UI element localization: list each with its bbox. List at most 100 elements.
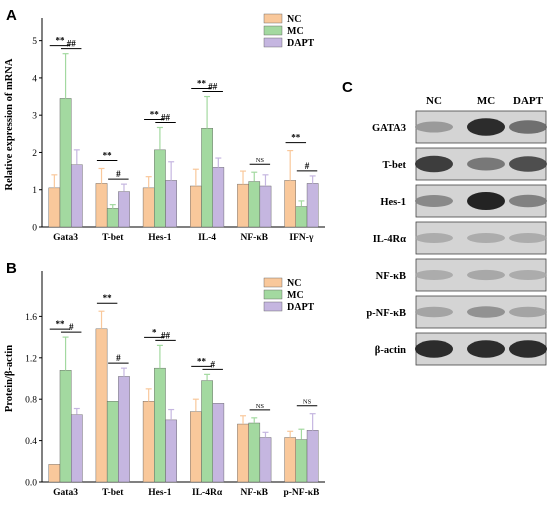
- legend-label-dapt: DAPT: [287, 302, 315, 313]
- blot-row-label: p-NF-κB: [366, 308, 406, 319]
- bar-dapt: [259, 185, 272, 228]
- y-tick-label: 1.2: [25, 354, 37, 364]
- bar-nc: [142, 401, 155, 483]
- blot-band: [415, 270, 453, 280]
- x-tick-label: NF-κB: [241, 233, 269, 243]
- bar-mc: [295, 439, 308, 483]
- legend-swatch-nc: [263, 277, 283, 288]
- blot-band: [415, 340, 453, 358]
- blot-band: [415, 233, 453, 243]
- bar-mc: [201, 128, 213, 228]
- blot-row-label: GATA3: [372, 123, 406, 134]
- y-tick-label: 0.8: [25, 396, 37, 406]
- chart-a-mrna-expression: 0 1 2 3 4 5 Relative expression of mRNA Gata3 **…: [4, 13, 325, 243]
- significance-mc-dapt: ##: [67, 39, 77, 49]
- blot-band: [509, 120, 547, 134]
- legend-label-mc: MC: [287, 26, 304, 37]
- y-tick-label: 1.6: [25, 313, 37, 323]
- x-tick-label: T-bet: [102, 233, 124, 243]
- significance-mc-dapt: ##: [208, 82, 218, 92]
- significance-mc-dapt: #: [116, 353, 121, 363]
- y-tick-label: 1: [32, 186, 37, 196]
- blot-band: [467, 269, 505, 281]
- significance-nc-mc: **: [197, 79, 207, 89]
- legend-swatch-dapt: [263, 301, 283, 312]
- blot-column-label-dapt: DAPT: [513, 95, 544, 107]
- blot-band: [467, 192, 505, 210]
- blot-band: [509, 156, 547, 172]
- bar-mc: [201, 380, 213, 483]
- blot-band: [415, 195, 453, 207]
- bar-nc: [237, 183, 249, 228]
- legend-label-dapt: DAPT: [287, 38, 315, 49]
- panel-letter-b: B: [6, 260, 17, 277]
- y-tick-label: 0.0: [25, 479, 37, 489]
- legend-label-nc: NC: [287, 14, 301, 25]
- bar-nc: [237, 423, 249, 483]
- significance-nc-mc: *: [152, 327, 157, 337]
- bar-dapt: [306, 183, 319, 228]
- blot-column-label-mc: MC: [477, 95, 495, 107]
- y-tick-label: 2: [32, 149, 37, 159]
- bar-nc: [190, 411, 202, 483]
- blot-band: [509, 306, 547, 318]
- blot-row-label: β-actin: [375, 345, 406, 356]
- x-tick-label: T-bet: [102, 488, 124, 498]
- significance-nc-mc: **: [197, 356, 207, 366]
- x-tick-label: Gata3: [53, 233, 78, 243]
- western-blot-panel: NC MC DAPT GATA3 T-bet Hes-1 IL-4Rα NF-κB p-NF-κ…: [366, 95, 547, 366]
- blot-band: [509, 194, 547, 208]
- bar-nc: [48, 464, 61, 483]
- bar-mc: [106, 208, 119, 228]
- bar-nc: [284, 437, 297, 483]
- x-tick-label: IL-4Rα: [192, 488, 223, 498]
- significance-mc-dapt: #: [305, 161, 310, 171]
- legend-swatch-mc: [263, 289, 283, 300]
- blot-band: [467, 306, 505, 318]
- x-tick-label: Gata3: [53, 488, 78, 498]
- significance-nc-mc: **: [55, 319, 65, 329]
- bar-nc: [284, 180, 297, 228]
- blot-row-label: T-bet: [382, 160, 406, 171]
- legend-label-mc: MC: [287, 290, 304, 301]
- x-tick-label: Hes-1: [148, 488, 171, 498]
- x-tick-label: IL-4: [198, 233, 216, 243]
- legend-swatch-mc: [263, 25, 283, 36]
- significance-nc-mc: **: [103, 293, 113, 303]
- significance-mc-dapt: #: [69, 322, 74, 332]
- bar-mc: [154, 149, 166, 228]
- bar-nc: [48, 187, 61, 228]
- bar-mc: [106, 401, 119, 483]
- blot-row-label: IL-4Rα: [373, 234, 406, 245]
- bar-dapt: [259, 437, 272, 483]
- bar-mc: [295, 206, 308, 228]
- significance-mc-dapt: NS: [256, 403, 265, 410]
- blot-band: [415, 306, 453, 318]
- bar-mc: [59, 370, 72, 483]
- significance-nc-mc: **: [55, 36, 65, 46]
- blot-band: [509, 270, 547, 280]
- bar-mc: [59, 98, 72, 228]
- blot-band: [415, 155, 453, 173]
- bar-dapt: [306, 430, 319, 483]
- y-tick-label: 3: [32, 112, 37, 122]
- blot-column-label-nc: NC: [426, 95, 442, 107]
- bar-nc: [95, 328, 108, 483]
- significance-nc-mc: **: [291, 133, 301, 143]
- blot-band: [415, 121, 453, 133]
- y-axis-label: Protein/β-actin: [4, 345, 15, 412]
- blot-row-label: NF-κB: [376, 271, 406, 282]
- bar-dapt: [165, 180, 177, 228]
- bar-nc: [142, 187, 155, 228]
- bar-nc: [95, 183, 108, 228]
- bar-mc: [248, 422, 261, 483]
- blot-band: [467, 118, 505, 136]
- bar-mc: [154, 367, 166, 483]
- y-tick-label: 5: [32, 37, 37, 47]
- legend-label-nc: NC: [287, 278, 301, 289]
- legend-swatch-nc: [263, 13, 283, 24]
- significance-mc-dapt: ##: [161, 330, 171, 340]
- significance-mc-dapt: #: [116, 169, 121, 179]
- bar-dapt: [70, 164, 83, 228]
